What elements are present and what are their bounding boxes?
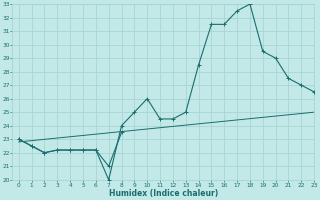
X-axis label: Humidex (Indice chaleur): Humidex (Indice chaleur) (108, 189, 218, 198)
